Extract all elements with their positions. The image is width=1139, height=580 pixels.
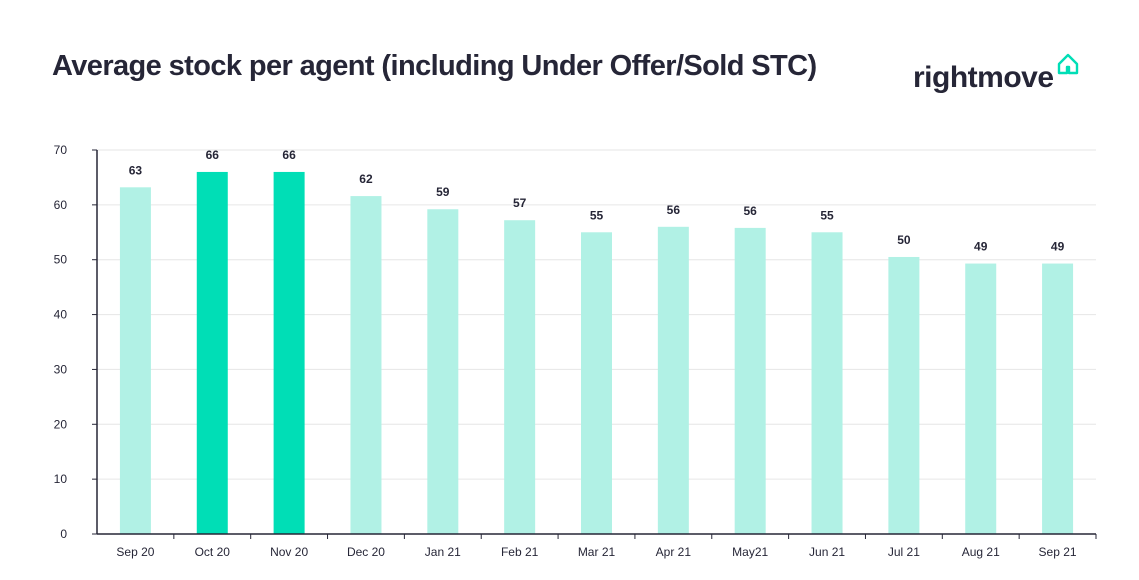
- bars: [119, 171, 1074, 535]
- chart-title: Average stock per agent (including Under…: [52, 50, 817, 82]
- x-tick-label: Feb 21: [501, 545, 539, 559]
- data-label: 50: [897, 233, 911, 247]
- data-label: 59: [436, 185, 450, 199]
- bar: [196, 171, 228, 534]
- x-tick-label: Jul 21: [888, 545, 920, 559]
- data-label: 62: [359, 172, 373, 186]
- y-tick-label: 10: [54, 472, 68, 486]
- bar: [427, 209, 459, 534]
- y-tick-label: 60: [54, 198, 68, 212]
- data-label: 49: [1051, 240, 1065, 254]
- y-tick-label: 0: [60, 527, 67, 541]
- bar: [273, 171, 305, 534]
- rightmove-logo: rightmove: [913, 52, 1080, 95]
- data-label: 56: [667, 203, 681, 217]
- x-tick-label: Sep 21: [1039, 545, 1077, 559]
- data-label: 55: [820, 208, 834, 222]
- bar: [657, 226, 689, 535]
- x-tick-label: Mar 21: [578, 545, 616, 559]
- y-tick-label: 70: [54, 143, 68, 157]
- x-tick-label: Jan 21: [425, 545, 461, 559]
- bar: [888, 256, 920, 534]
- bar: [734, 227, 766, 534]
- data-label: 66: [282, 148, 296, 162]
- data-labels: 63 66 66 62 59 57 55 56 56 55 50 49 49: [129, 148, 1065, 254]
- y-tick-label: 50: [54, 253, 68, 267]
- y-tick-label: 20: [54, 417, 68, 431]
- x-tick-label: Nov 20: [270, 545, 308, 559]
- logo-text: rightmove: [913, 61, 1054, 94]
- bar: [811, 232, 843, 535]
- y-tick-label: 30: [54, 362, 68, 376]
- x-tick-label: Jun 21: [809, 545, 845, 559]
- data-label: 49: [974, 240, 988, 254]
- y-axis-ticks: 0 10 20 30 40 50 60 70: [54, 143, 97, 541]
- y-tick-label: 40: [54, 308, 68, 322]
- x-axis-ticks: Sep 20 Oct 20 Nov 20 Dec 20 Jan 21 Feb 21 Mar …: [116, 534, 1097, 559]
- data-label: 57: [513, 196, 527, 210]
- house-outline-icon: [1056, 52, 1080, 81]
- data-label: 66: [206, 148, 220, 162]
- x-tick-label: Oct 20: [195, 545, 231, 559]
- bar: [504, 220, 536, 534]
- x-tick-label: Aug 21: [962, 545, 1000, 559]
- data-label: 56: [744, 204, 758, 218]
- x-tick-label: Dec 20: [347, 545, 385, 559]
- x-tick-label: Apr 21: [656, 545, 692, 559]
- x-tick-label: Sep 20: [116, 545, 154, 559]
- data-label: 55: [590, 208, 604, 222]
- bar: [1042, 263, 1074, 534]
- data-label: 63: [129, 163, 143, 177]
- bar: [119, 187, 151, 534]
- x-tick-label: May21: [732, 545, 768, 559]
- bar: [965, 263, 997, 534]
- bar: [581, 232, 612, 535]
- bar: [350, 196, 382, 534]
